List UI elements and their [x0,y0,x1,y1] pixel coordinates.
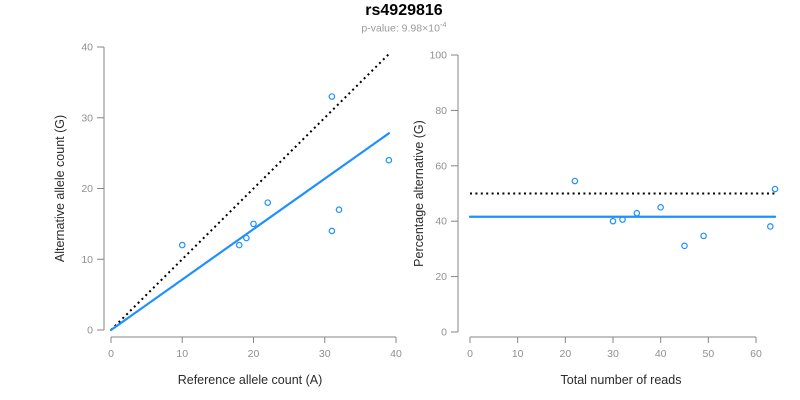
figure-title: rs4929816 [365,2,443,19]
pvalue-exponent: -4 [439,20,447,29]
data-point [700,232,707,240]
data-point [264,199,272,206]
x-tick-label: 20 [559,348,571,360]
y-tick-label: 20 [435,271,447,283]
data-point [328,93,336,100]
data-point [619,216,626,223]
data-point [250,220,257,228]
x-tick-label: 40 [390,348,402,360]
x-axis-title: Reference allele count (A) [178,373,323,387]
data-point [243,234,250,242]
y-axis-title: Alternative allele count (G) [53,115,67,262]
y-tick-label: 40 [81,42,93,54]
x-tick-label: 60 [750,348,762,360]
pvalue-base: 9.98×10 [401,22,440,35]
pvalue-prefix: p-value: [361,22,402,35]
data-point [771,185,779,193]
x-tick-label: 10 [512,348,524,360]
data-point [178,241,186,249]
x-tick-label: 10 [176,348,188,360]
x-tick-label: 0 [467,348,473,360]
figure-subtitle: p-value: 9.98×10-4 [4,20,800,35]
y-tick-label: 100 [429,50,447,62]
data-point [328,227,336,235]
data-point [766,223,774,230]
y-tick-label: 0 [87,325,93,337]
y-tick-label: 40 [435,216,447,228]
y-tick-label: 30 [81,112,93,124]
y-tick-label: 80 [435,105,447,117]
data-point [681,242,688,250]
data-point [385,156,393,164]
x-tick-label: 40 [655,348,667,360]
y-tick-label: 20 [81,183,93,195]
y-tick-label: 60 [435,160,447,172]
y-axis-title: Percentage alternative (G) [412,120,426,267]
data-point [657,204,664,211]
data-point [571,177,579,185]
x-tick-label: 30 [607,348,619,360]
y-tick-label: 0 [441,327,447,339]
y-tick-label: 10 [81,254,93,266]
data-point [609,217,617,225]
fit-line [109,132,390,332]
data-point [235,241,243,249]
data-point [633,209,641,217]
x-tick-label: 30 [319,348,331,360]
x-axis-title: Total number of reads [561,373,682,387]
data-point [335,206,343,214]
x-tick-label: 50 [702,348,714,360]
identity-line [110,53,390,331]
x-tick-label: 0 [108,348,114,360]
x-tick-label: 20 [248,348,260,360]
